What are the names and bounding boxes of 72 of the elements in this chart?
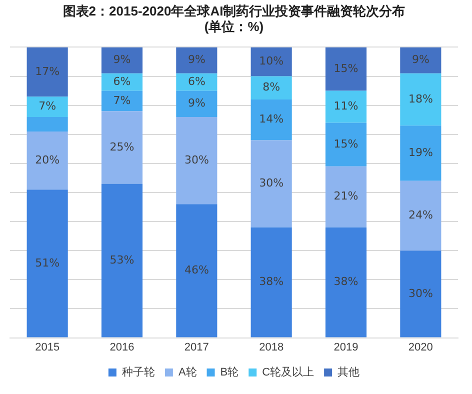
data-label: 21% [334, 190, 358, 203]
bar [325, 122, 367, 166]
bar [400, 180, 442, 251]
legend-label: 其他 [338, 366, 360, 379]
bar [26, 47, 68, 97]
bar [101, 47, 143, 74]
bar [176, 204, 218, 338]
data-label: 10% [259, 54, 284, 68]
bar [101, 184, 143, 338]
data-label: 6% [113, 74, 131, 88]
legend-label: A轮 [178, 366, 197, 379]
bar [400, 250, 442, 338]
bar [325, 227, 367, 338]
data-label: 38% [334, 275, 358, 288]
bar [250, 47, 292, 76]
x-tick-label: 2018 [259, 341, 284, 354]
data-label: 9% [412, 53, 430, 66]
data-label: 17% [35, 64, 60, 78]
bar [400, 47, 442, 74]
text: (单位：%) [204, 18, 264, 34]
data-label: 30% [259, 176, 284, 190]
data-label: 9% [188, 53, 206, 66]
bar [26, 190, 68, 338]
bar [101, 111, 143, 184]
bar [26, 131, 68, 190]
bar [400, 126, 442, 181]
data-label: 18% [408, 92, 433, 106]
data-label: 30% [184, 153, 209, 166]
bar [250, 227, 292, 338]
legend-label: B轮 [220, 366, 239, 379]
bar [26, 116, 68, 132]
data-label: 24% [408, 208, 433, 222]
bar [325, 90, 367, 123]
data-label: 9% [188, 96, 206, 110]
data-label: 9% [113, 53, 131, 66]
x-tick-label: 2016 [110, 341, 134, 354]
data-label: 8% [262, 80, 280, 94]
data-label: 46% [184, 264, 209, 277]
bar [176, 47, 218, 74]
data-label: 7% [38, 100, 56, 113]
legend-label: C轮及以上 [262, 366, 314, 379]
data-label: 19% [408, 146, 433, 160]
legend-label: 种子轮 [122, 366, 155, 379]
data-label: 25% [110, 140, 134, 154]
bar [176, 116, 218, 204]
x-tick-label: 2015 [35, 341, 60, 354]
data-label: 14% [259, 112, 284, 126]
bar [176, 73, 218, 91]
bar [325, 166, 367, 228]
bar [250, 100, 292, 140]
x-tick-label: 2020 [408, 341, 433, 354]
x-tick-label: 2019 [334, 341, 358, 354]
data-label: 6% [188, 74, 206, 88]
x-tick-label: 2017 [184, 341, 209, 354]
data-label: 15% [334, 62, 358, 75]
bar [26, 96, 68, 117]
data-label: 7% [113, 94, 131, 107]
bar [101, 73, 143, 91]
bar [250, 76, 292, 100]
bar [176, 90, 218, 117]
data-label: 11% [334, 100, 358, 113]
data-label: 30% [408, 286, 433, 300]
bar [250, 140, 292, 228]
bar [400, 73, 442, 126]
data-label: 51% [35, 256, 60, 270]
data-label: 15% [334, 137, 358, 150]
bar [325, 47, 367, 91]
data-label: 38% [259, 275, 284, 288]
data-label: 20% [35, 153, 60, 166]
text: 图表2：2015-2020年全球AI制药行业投资事件融资轮次分布 [62, 3, 406, 18]
bar [101, 90, 143, 112]
data-label: 53% [110, 253, 134, 266]
